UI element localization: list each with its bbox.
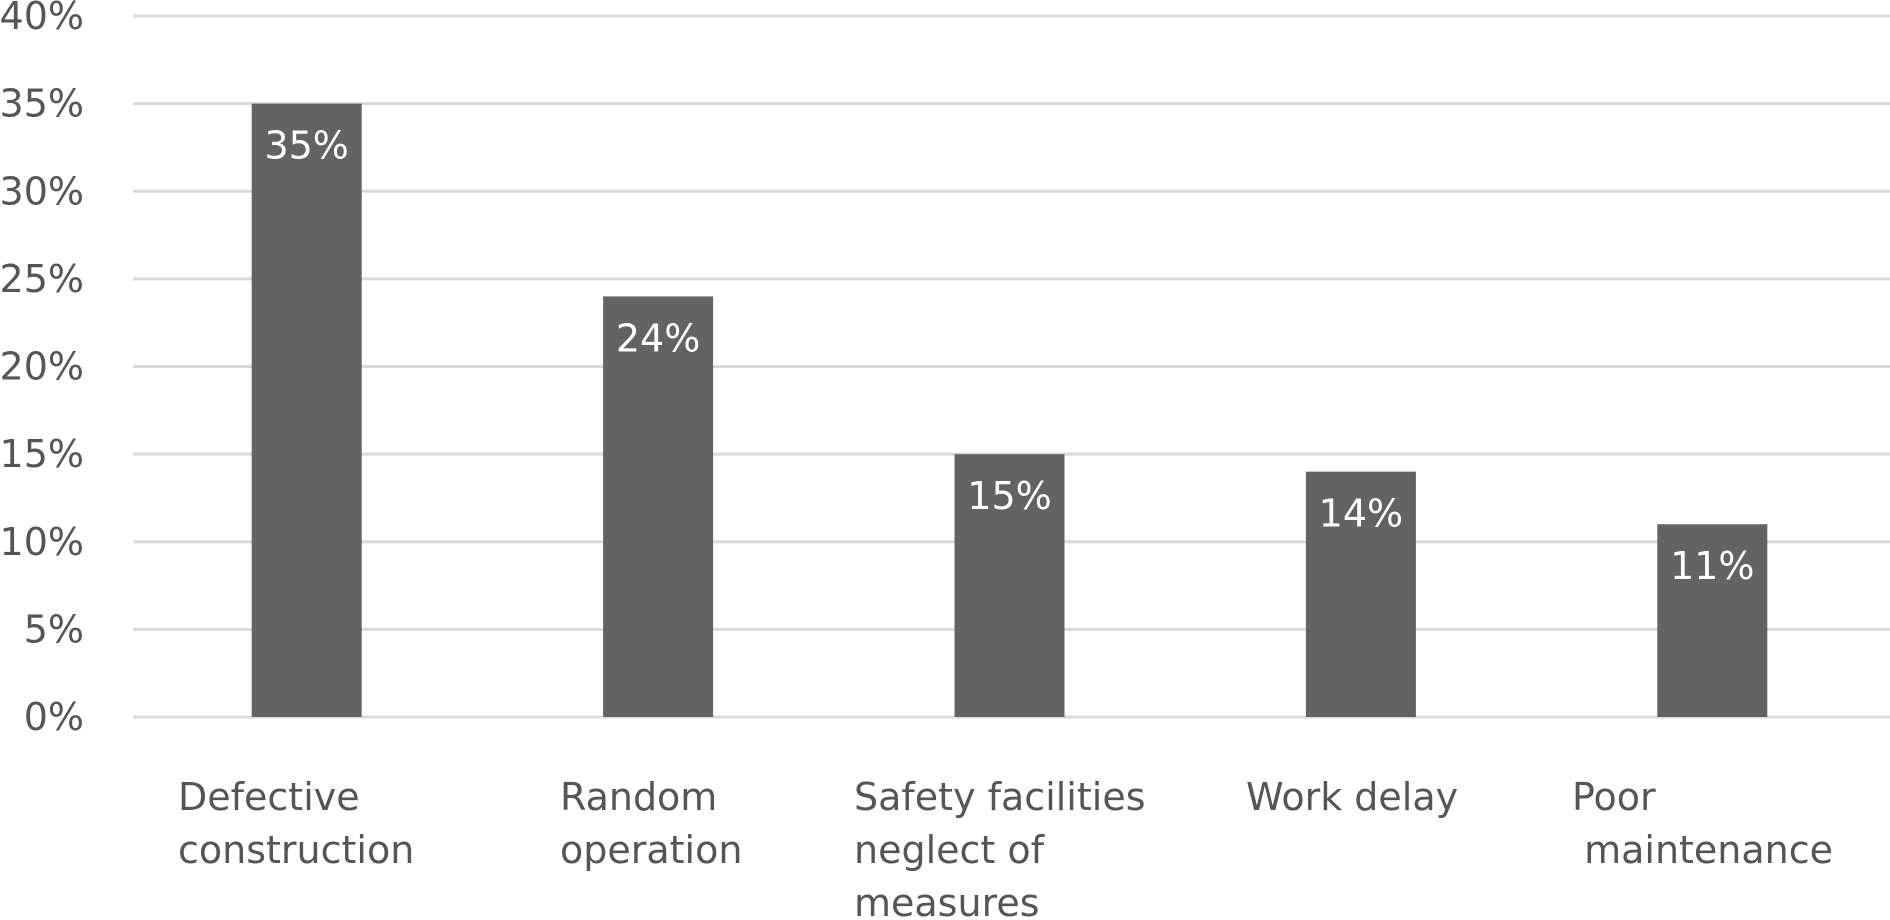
category-label-line: Work delay [1246, 775, 1458, 819]
bar [1657, 524, 1768, 717]
data-label: 35% [264, 124, 348, 168]
bars [251, 103, 1768, 717]
y-tick-label: 10% [0, 520, 84, 564]
bar [251, 103, 362, 717]
category-label: Poor maintenance [1572, 775, 1833, 872]
y-tick-label: 15% [0, 432, 84, 476]
gridlines [133, 14, 1890, 719]
category-label: Random operation [560, 775, 742, 872]
category-label-line: neglect of [854, 828, 1046, 872]
data-label: 11% [1670, 544, 1754, 588]
y-tick-label: 40% [0, 0, 84, 38]
bar [603, 296, 714, 717]
category-label-line: maintenance [1572, 828, 1833, 872]
bar [1305, 471, 1416, 717]
category-label-line: Poor [1572, 775, 1656, 819]
y-tick-label: 30% [0, 169, 84, 213]
category-label-line: Defective [178, 775, 360, 819]
category-label-line: Safety facilities [854, 775, 1146, 819]
category-label: Work delay [1246, 775, 1458, 819]
data-labels: 35% 24% 15% 14% 11% [264, 124, 1754, 589]
category-label-line: Random [560, 775, 717, 819]
bar [954, 454, 1065, 717]
category-label-line: construction [178, 828, 414, 872]
y-axis-tick-labels: 0% 5% 10% 15% 20% 25% 30% 35% 40% [0, 0, 84, 739]
category-label-line: operation [560, 828, 742, 872]
category-label: Defective construction [178, 775, 414, 872]
category-label: Safety facilities neglect of measures [854, 775, 1146, 920]
y-tick-label: 35% [0, 82, 84, 126]
data-label: 14% [1319, 492, 1403, 536]
data-label: 24% [616, 316, 700, 360]
y-tick-label: 5% [24, 607, 84, 651]
y-tick-label: 0% [24, 695, 84, 739]
y-tick-label: 20% [0, 345, 84, 389]
x-axis-category-labels: Defective construction Random operation Safe… [178, 775, 1833, 920]
y-tick-label: 25% [0, 257, 84, 301]
data-label: 15% [967, 474, 1051, 518]
category-label-line: measures [854, 881, 1040, 920]
